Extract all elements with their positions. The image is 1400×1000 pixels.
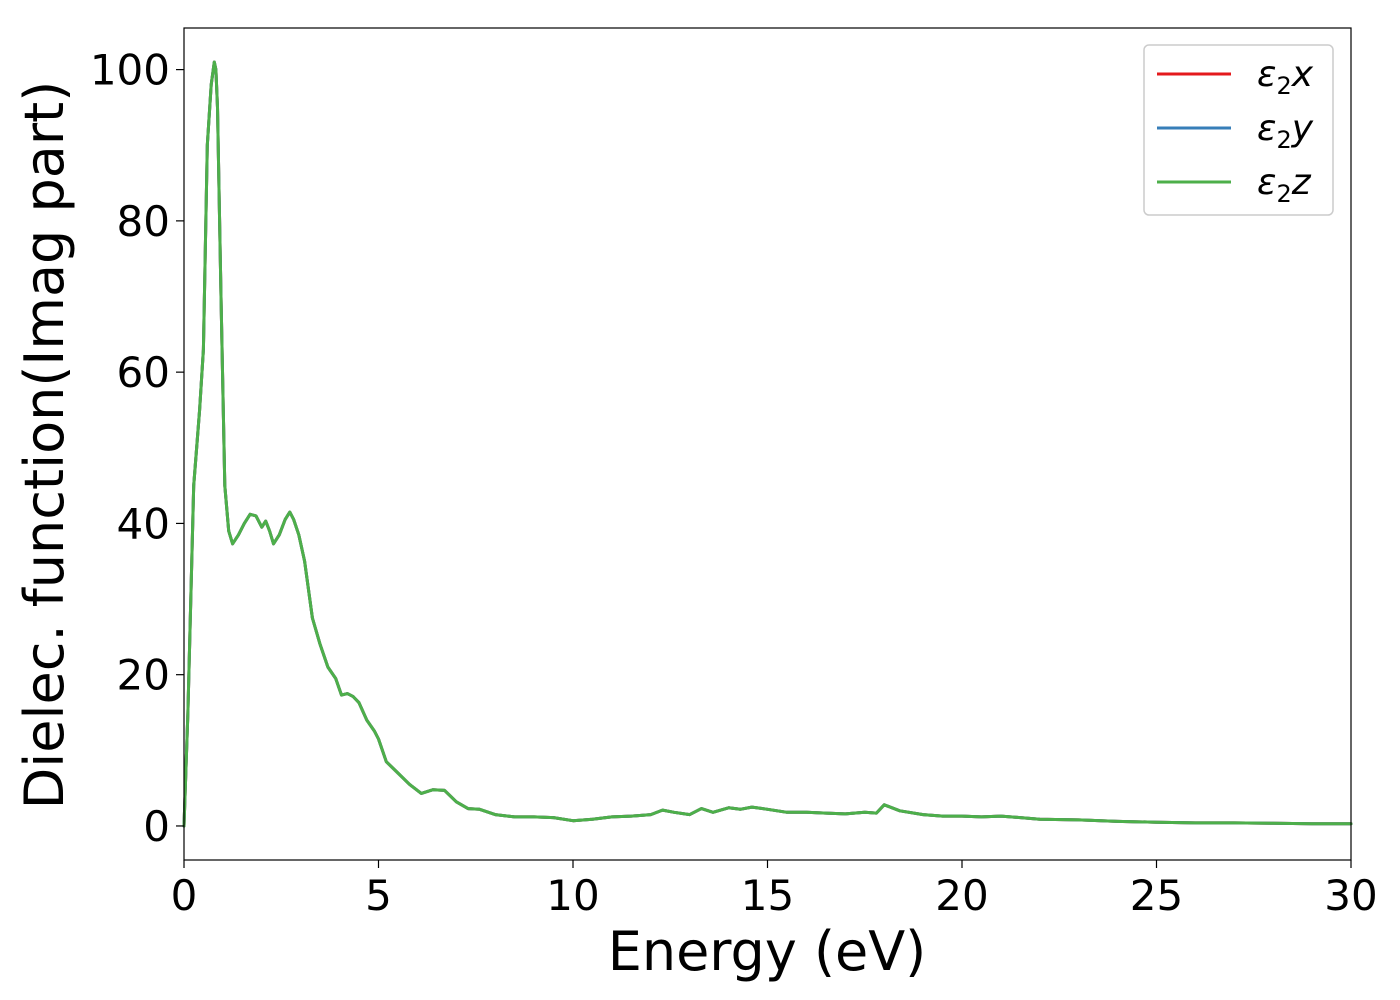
series-line-z <box>182 60 1353 828</box>
y-axis: 0 20 40 60 80 100 <box>90 46 184 851</box>
y-tick-label: 40 <box>117 499 170 548</box>
series-layer <box>182 60 1353 828</box>
y-tick-label: 100 <box>90 46 170 95</box>
x-tick-label: 20 <box>935 871 988 920</box>
x-tick-label: 10 <box>546 871 599 920</box>
x-axis: 0 5 10 15 20 25 30 <box>171 860 1378 920</box>
y-tick-label: 20 <box>117 651 170 700</box>
x-tick-label: 5 <box>365 871 392 920</box>
y-tick-label: 0 <box>143 802 170 851</box>
x-axis-title: Energy (eV) <box>608 920 927 983</box>
y-axis-title: Dielec. function(Imag part) <box>13 81 76 810</box>
x-tick-label: 15 <box>741 871 794 920</box>
y-tick-label: 80 <box>117 197 170 246</box>
x-tick-label: 25 <box>1130 871 1183 920</box>
x-tick-label: 0 <box>171 871 198 920</box>
legend-box <box>1143 44 1334 216</box>
y-tick-label: 60 <box>117 348 170 397</box>
x-tick-label: 30 <box>1324 871 1377 920</box>
